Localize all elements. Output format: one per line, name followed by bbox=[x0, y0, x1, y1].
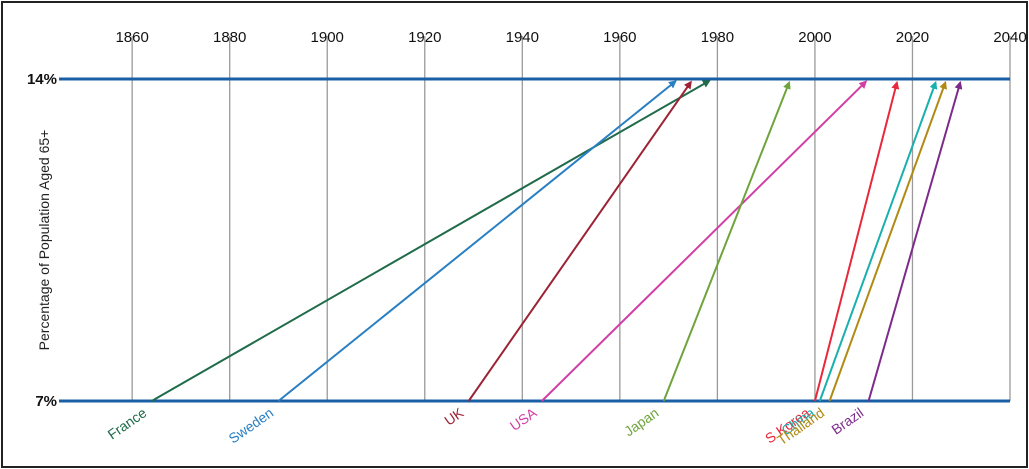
series-arrow-usa bbox=[541, 80, 868, 402]
x-tick-label: 2000 bbox=[798, 29, 831, 46]
series-arrow-france bbox=[151, 79, 711, 402]
series-arrow-brazil bbox=[867, 80, 963, 402]
x-tick-label: 1980 bbox=[701, 29, 734, 46]
x-tick-label: 1860 bbox=[115, 29, 148, 46]
x-tick-label: 1920 bbox=[408, 29, 441, 46]
series-arrow-thailand bbox=[828, 80, 947, 402]
axes: 1860 1880 1900 1920 1940 1960 1980 2000 2020 2040… bbox=[27, 29, 1027, 410]
series bbox=[151, 79, 963, 402]
series-arrow-china bbox=[818, 80, 938, 402]
x-tick-label: 1900 bbox=[311, 29, 344, 46]
x-tick-label: 2040 bbox=[993, 29, 1026, 46]
x-tick-label: 2020 bbox=[896, 29, 929, 46]
grid bbox=[131, 36, 1011, 401]
x-tick-label: 1940 bbox=[506, 29, 539, 46]
series-arrow-japan bbox=[662, 80, 791, 402]
y-tick-label: 7% bbox=[35, 393, 57, 410]
x-tick-label: 1960 bbox=[603, 29, 636, 46]
y-tick-label: 14% bbox=[27, 71, 57, 88]
y-axis-title: Percentage of Population Aged 65+ bbox=[36, 130, 52, 351]
series-arrow-s-korea bbox=[813, 80, 900, 402]
series-arrow-sweden bbox=[277, 80, 677, 402]
x-tick-label: 1880 bbox=[213, 29, 246, 46]
series-arrow-uk bbox=[467, 80, 692, 402]
